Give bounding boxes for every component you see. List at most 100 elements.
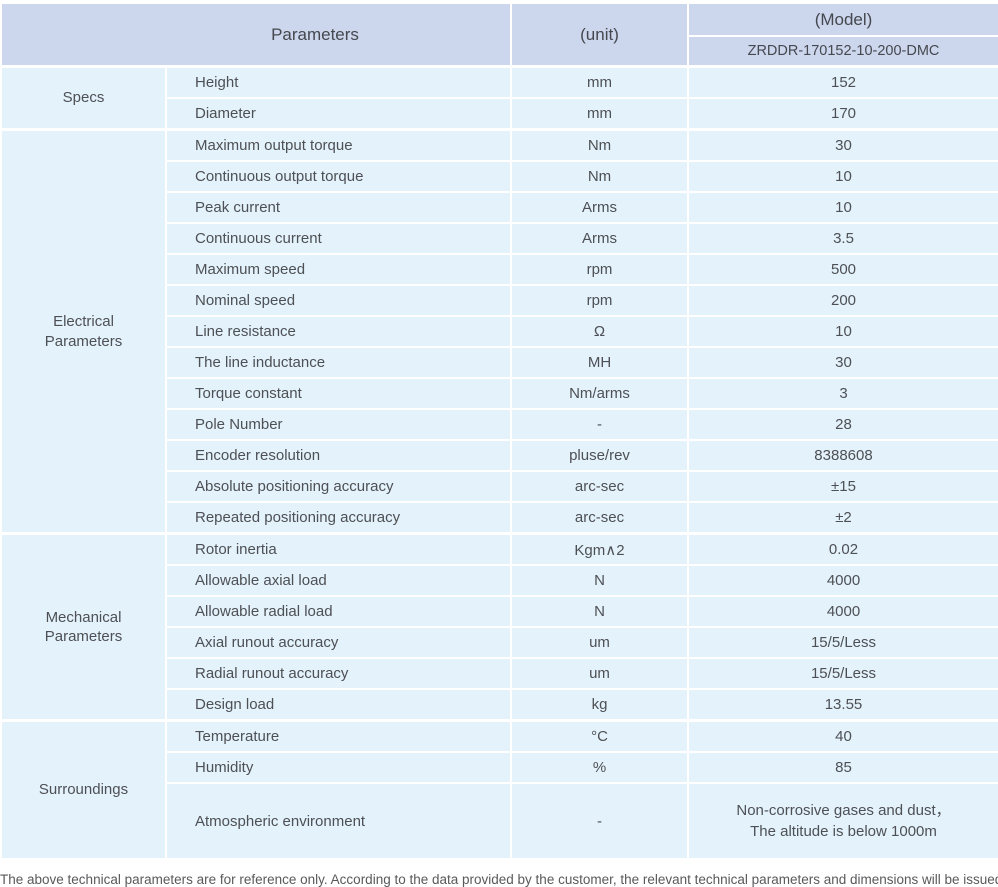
value-cell: 13.55 [687, 688, 998, 722]
table-row: Nominal speed rpm 200 [1, 284, 998, 317]
param-cell: Continuous current [165, 222, 512, 255]
param-cell: Maximum speed [165, 253, 512, 286]
param-cell: Design load [165, 688, 512, 722]
value-cell: ±15 [687, 470, 998, 503]
table-row: Maximum speed rpm 500 [1, 253, 998, 286]
value-cell: 28 [687, 408, 998, 441]
table-header: Parameters (unit) (Model) ZRDDR-170152-1… [0, 1, 998, 68]
table-row: Absolute positioning accuracy arc-sec ±1… [1, 470, 998, 503]
unit-cell: Nm [510, 160, 689, 193]
header-row-1: Parameters (unit) (Model) [0, 1, 998, 68]
group-cell-electrical: Electrical Parameters [0, 128, 167, 535]
unit-cell: Nm [510, 128, 689, 162]
table-row: Allowable axial load N 4000 [1, 564, 998, 597]
unit-cell: - [510, 782, 689, 860]
section-specs: Specs Height mm 152 Diameter mm 170 [0, 65, 998, 131]
unit-cell: % [510, 751, 689, 784]
param-cell: Axial runout accuracy [165, 626, 512, 659]
table-row: Torque constant Nm/arms 3 [1, 377, 998, 410]
value-cell: 30 [687, 128, 998, 162]
value-cell: 15/5/Less [687, 657, 998, 690]
table-row: Line resistance Ω 10 [1, 315, 998, 348]
unit-cell: Arms [510, 222, 689, 255]
param-cell: Nominal speed [165, 284, 512, 317]
param-cell: The line inductance [165, 346, 512, 379]
spec-table: Parameters (unit) (Model) ZRDDR-170152-1… [0, 1, 998, 860]
unit-cell: um [510, 657, 689, 690]
table-row: Surroundings Temperature °C 40 [0, 719, 998, 860]
unit-cell: rpm [510, 253, 689, 286]
param-cell: Encoder resolution [165, 439, 512, 472]
section-electrical: Electrical Parameters Maximum output tor… [0, 128, 998, 535]
value-cell: 40 [687, 719, 998, 753]
table-row: Humidity % 85 [1, 751, 998, 784]
param-cell: Height [165, 65, 512, 99]
table-row: The line inductance MH 30 [1, 346, 998, 379]
value-cell: ±2 [687, 501, 998, 535]
param-cell: Maximum output torque [165, 128, 512, 162]
unit-cell: Ω [510, 315, 689, 348]
unit-cell: arc-sec [510, 501, 689, 535]
unit-cell: °C [510, 719, 689, 753]
value-cell: 170 [687, 97, 998, 131]
group-cell-surroundings: Surroundings [0, 719, 167, 860]
table-row: Specs Height mm 152 [0, 65, 998, 131]
param-cell: Line resistance [165, 315, 512, 348]
value-cell: 85 [687, 751, 998, 784]
header-model: (Model) [687, 1, 998, 38]
unit-cell: kg [510, 688, 689, 722]
value-cell: 3 [687, 377, 998, 410]
unit-cell: - [510, 408, 689, 441]
table-row: Diameter mm 170 [1, 97, 998, 131]
value-cell: 30 [687, 346, 998, 379]
section-surroundings: Surroundings Temperature °C 40 Humidity … [0, 719, 998, 860]
header-model-value: ZRDDR-170152-10-200-DMC [687, 35, 998, 68]
table-row: Peak current Arms 10 [1, 191, 998, 224]
param-cell: Diameter [165, 97, 512, 131]
table-row: Axial runout accuracy um 15/5/Less [1, 626, 998, 659]
header-parameters: Parameters [0, 2, 512, 68]
param-cell: Absolute positioning accuracy [165, 470, 512, 503]
value-cell: 8388608 [687, 439, 998, 472]
param-cell: Humidity [165, 751, 512, 784]
unit-cell: Nm/arms [510, 377, 689, 410]
table-row: Pole Number - 28 [1, 408, 998, 441]
unit-cell: N [510, 595, 689, 628]
group-cell-mechanical: Mechanical Parameters [0, 532, 167, 722]
unit-cell: rpm [510, 284, 689, 317]
table-row: Mechanical Parameters Rotor inertia Kgm∧… [0, 532, 998, 722]
param-cell: Continuous output torque [165, 160, 512, 193]
value-cell: 4000 [687, 564, 998, 597]
value-cell: 10 [687, 315, 998, 348]
table-row: Continuous current Arms 3.5 [1, 222, 998, 255]
unit-cell: Kgm∧2 [510, 532, 689, 566]
unit-cell: mm [510, 65, 689, 99]
value-cell: 4000 [687, 595, 998, 628]
param-cell: Torque constant [165, 377, 512, 410]
group-cell-specs: Specs [0, 65, 167, 131]
table-row: Repeated positioning accuracy arc-sec ±2 [1, 501, 998, 535]
table-row: Continuous output torque Nm 10 [1, 160, 998, 193]
value-cell: 200 [687, 284, 998, 317]
unit-cell: arc-sec [510, 470, 689, 503]
unit-cell: N [510, 564, 689, 597]
table-row: Allowable radial load N 4000 [1, 595, 998, 628]
param-cell: Rotor inertia [165, 532, 512, 566]
table-row: Encoder resolution pluse/rev 8388608 [1, 439, 998, 472]
unit-cell: MH [510, 346, 689, 379]
unit-cell: mm [510, 97, 689, 131]
param-cell: Peak current [165, 191, 512, 224]
param-cell: Radial runout accuracy [165, 657, 512, 690]
param-cell: Allowable radial load [165, 595, 512, 628]
param-cell: Allowable axial load [165, 564, 512, 597]
header-unit: (unit) [510, 2, 689, 68]
table-row: Radial runout accuracy um 15/5/Less [1, 657, 998, 690]
unit-cell: Arms [510, 191, 689, 224]
value-cell: 0.02 [687, 532, 998, 566]
param-cell: Repeated positioning accuracy [165, 501, 512, 535]
value-cell: 10 [687, 191, 998, 224]
param-cell: Temperature [165, 719, 512, 753]
value-cell: 10 [687, 160, 998, 193]
table-row: Atmospheric environment - Non-corrosive … [1, 782, 998, 860]
